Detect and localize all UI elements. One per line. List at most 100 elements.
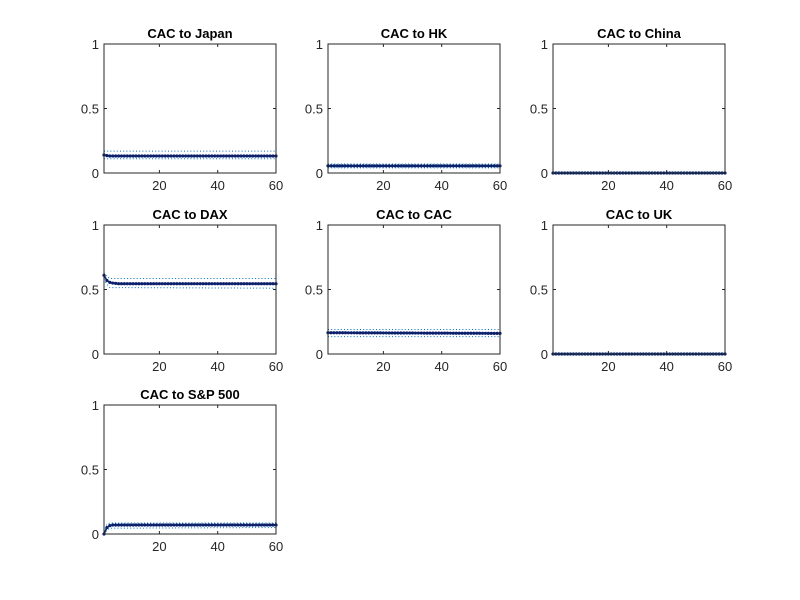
data-point xyxy=(402,164,406,168)
data-point xyxy=(131,523,135,527)
data-point xyxy=(154,282,159,286)
x-tick-label: 40 xyxy=(434,359,448,374)
data-point xyxy=(213,523,217,527)
data-point xyxy=(248,154,252,158)
data-point xyxy=(114,281,118,285)
data-point xyxy=(149,154,153,158)
subplot-1: 0 0.5 1 20 40 60 CAC to Japan xyxy=(81,26,283,193)
data-point xyxy=(154,523,159,527)
data-point xyxy=(483,331,488,335)
data-point xyxy=(163,282,167,286)
data-point xyxy=(189,282,194,286)
data-point xyxy=(451,331,455,335)
subplot-title: CAC to S&P 500 xyxy=(140,387,239,402)
data-point xyxy=(373,331,377,335)
data-point xyxy=(378,164,383,168)
data-point xyxy=(489,164,493,168)
x-tick-label: 20 xyxy=(152,539,166,554)
y-tick-label: 0.5 xyxy=(305,102,323,117)
data-point xyxy=(472,331,476,335)
data-point xyxy=(111,523,115,527)
data-point xyxy=(259,154,264,158)
x-tick-label: 40 xyxy=(659,359,673,374)
data-point xyxy=(251,154,255,158)
data-point xyxy=(134,154,138,158)
data-point xyxy=(105,278,109,283)
data-point xyxy=(119,523,124,527)
data-point xyxy=(119,154,124,158)
data-point xyxy=(466,164,470,168)
data-point xyxy=(405,331,409,335)
data-point xyxy=(367,164,371,168)
series-estimate-markers xyxy=(102,273,278,286)
data-point xyxy=(143,282,147,286)
data-point xyxy=(108,280,112,284)
data-point xyxy=(140,154,144,158)
data-point xyxy=(390,164,394,168)
data-point xyxy=(451,164,455,168)
data-point xyxy=(396,331,400,335)
data-point xyxy=(460,164,464,168)
axes-box xyxy=(552,43,726,174)
data-point xyxy=(492,331,496,335)
data-point xyxy=(434,331,438,335)
data-point xyxy=(245,523,249,527)
data-point xyxy=(239,523,243,527)
data-point xyxy=(262,523,266,527)
data-point xyxy=(475,331,479,335)
data-point xyxy=(399,331,403,335)
data-point xyxy=(230,154,234,158)
data-point xyxy=(343,331,348,335)
data-point xyxy=(160,523,164,527)
y-tick-label: 1 xyxy=(92,218,99,233)
y-tick-label: 0.5 xyxy=(530,283,548,298)
data-point xyxy=(146,154,150,158)
data-point xyxy=(370,164,374,168)
data-point xyxy=(122,523,127,527)
data-point xyxy=(271,282,275,286)
y-tick-label: 0 xyxy=(92,166,99,181)
data-point xyxy=(116,282,121,286)
data-point xyxy=(114,154,118,158)
data-point xyxy=(402,331,406,335)
data-point xyxy=(216,282,220,286)
data-point xyxy=(338,331,342,335)
data-point xyxy=(140,523,144,527)
data-point xyxy=(204,523,208,527)
data-point xyxy=(210,523,214,527)
data-point xyxy=(352,331,356,335)
data-point xyxy=(419,331,423,335)
data-point xyxy=(265,282,269,286)
data-point xyxy=(242,523,246,527)
data-point xyxy=(111,281,115,285)
y-tick-label: 0.5 xyxy=(305,283,323,298)
x-tick-label: 40 xyxy=(210,178,224,193)
data-point xyxy=(416,164,420,168)
data-point xyxy=(408,164,412,168)
data-point xyxy=(364,331,368,335)
data-point xyxy=(251,523,255,527)
data-point xyxy=(189,523,194,527)
data-point xyxy=(134,282,138,286)
data-point xyxy=(495,331,499,335)
data-point xyxy=(154,154,159,158)
data-point xyxy=(175,523,179,527)
y-tick-label: 1 xyxy=(92,37,99,52)
data-point xyxy=(178,523,182,527)
series-lower-bound xyxy=(103,278,277,289)
x-tick-label: 40 xyxy=(210,359,224,374)
data-point xyxy=(184,154,188,158)
data-point xyxy=(213,154,217,158)
data-point xyxy=(253,523,258,527)
y-tick-label: 0.5 xyxy=(81,283,99,298)
data-point xyxy=(431,164,435,168)
data-point xyxy=(248,523,252,527)
data-point xyxy=(242,154,246,158)
x-tick-label: 20 xyxy=(601,359,615,374)
data-point xyxy=(128,523,132,527)
data-point xyxy=(236,282,240,286)
y-tick-label: 0.5 xyxy=(530,102,548,117)
data-point xyxy=(349,164,353,168)
data-point xyxy=(131,154,135,158)
data-point xyxy=(413,331,418,335)
